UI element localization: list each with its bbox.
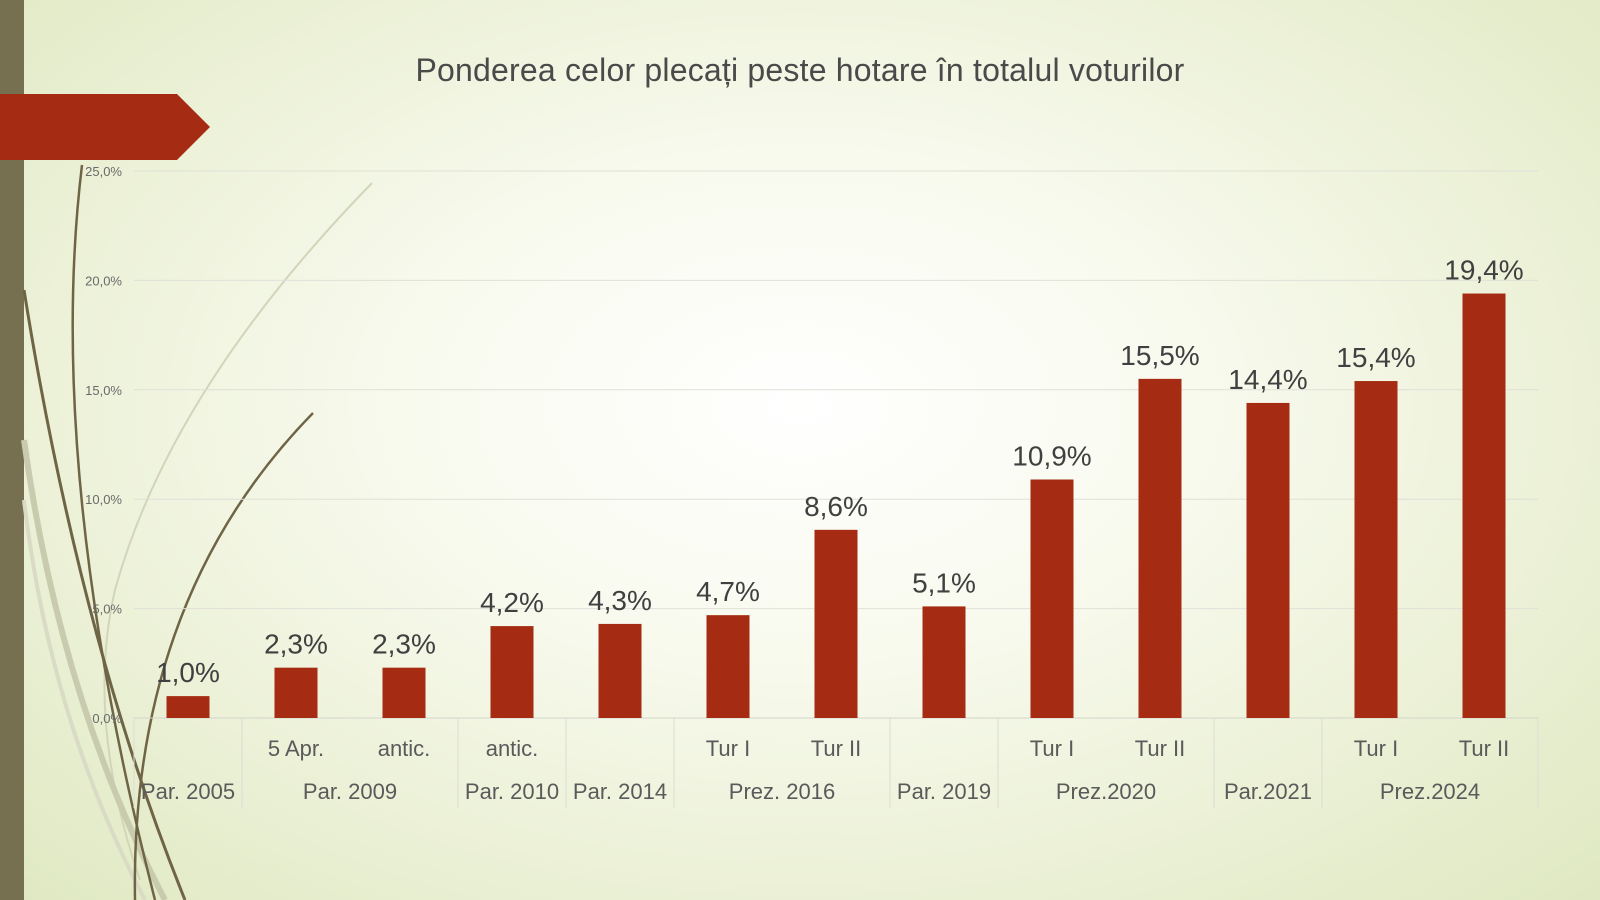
data-label: 14,4%: [1228, 364, 1307, 395]
bar: [814, 529, 858, 718]
y-tick-label: 20,0%: [85, 273, 122, 288]
y-tick-label: 25,0%: [85, 164, 122, 179]
x-sublabel: Tur II: [1135, 736, 1186, 761]
bar: [382, 667, 426, 718]
x-sublabel: Tur II: [811, 736, 862, 761]
x-sublabel: Tur I: [1354, 736, 1398, 761]
bar: [490, 626, 534, 718]
data-label: 4,3%: [588, 585, 652, 616]
x-group-label: Prez.2024: [1380, 779, 1480, 804]
data-label: 10,9%: [1012, 441, 1091, 472]
x-group-label: Par. 2010: [465, 779, 559, 804]
bar: [1246, 402, 1290, 718]
data-label: 15,4%: [1336, 342, 1415, 373]
x-sublabel: 5 Apr.: [268, 736, 324, 761]
bar: [1138, 378, 1182, 718]
data-label: 4,7%: [696, 576, 760, 607]
x-group-label: Par. 2005: [141, 779, 235, 804]
x-group-label: Par. 2009: [303, 779, 397, 804]
x-sublabel: antic.: [378, 736, 431, 761]
x-group-label: Prez. 2016: [729, 779, 835, 804]
data-label: 2,3%: [264, 629, 328, 660]
bar: [274, 667, 318, 718]
data-label: 5,1%: [912, 567, 976, 598]
bar: [1462, 293, 1506, 718]
x-group-label: Prez.2020: [1056, 779, 1156, 804]
x-sublabel: Tur I: [706, 736, 750, 761]
data-label: 15,5%: [1120, 340, 1199, 371]
y-tick-label: 10,0%: [85, 492, 122, 507]
x-sublabel: Tur II: [1459, 736, 1510, 761]
x-group-label: Par.2021: [1224, 779, 1312, 804]
bar: [1030, 479, 1074, 718]
data-label: 4,2%: [480, 587, 544, 618]
bar: [1354, 381, 1398, 718]
x-sublabel: Tur I: [1030, 736, 1074, 761]
y-tick-label: 0,0%: [92, 711, 122, 726]
title-banner: [0, 94, 210, 160]
chart-title: Ponderea celor plecați peste hotare în t…: [415, 52, 1185, 88]
x-group-label: Par. 2014: [573, 779, 667, 804]
data-label: 8,6%: [804, 491, 868, 522]
bar: [706, 615, 750, 718]
data-label: 2,3%: [372, 629, 436, 660]
y-tick-label: 5,0%: [92, 602, 122, 617]
x-sublabel: antic.: [486, 736, 539, 761]
y-tick-label: 15,0%: [85, 383, 122, 398]
x-group-label: Par. 2019: [897, 779, 991, 804]
bar: [598, 623, 642, 718]
bar: [922, 606, 966, 718]
bar: [166, 696, 210, 718]
data-label: 1,0%: [156, 657, 220, 688]
data-label: 19,4%: [1444, 255, 1523, 286]
